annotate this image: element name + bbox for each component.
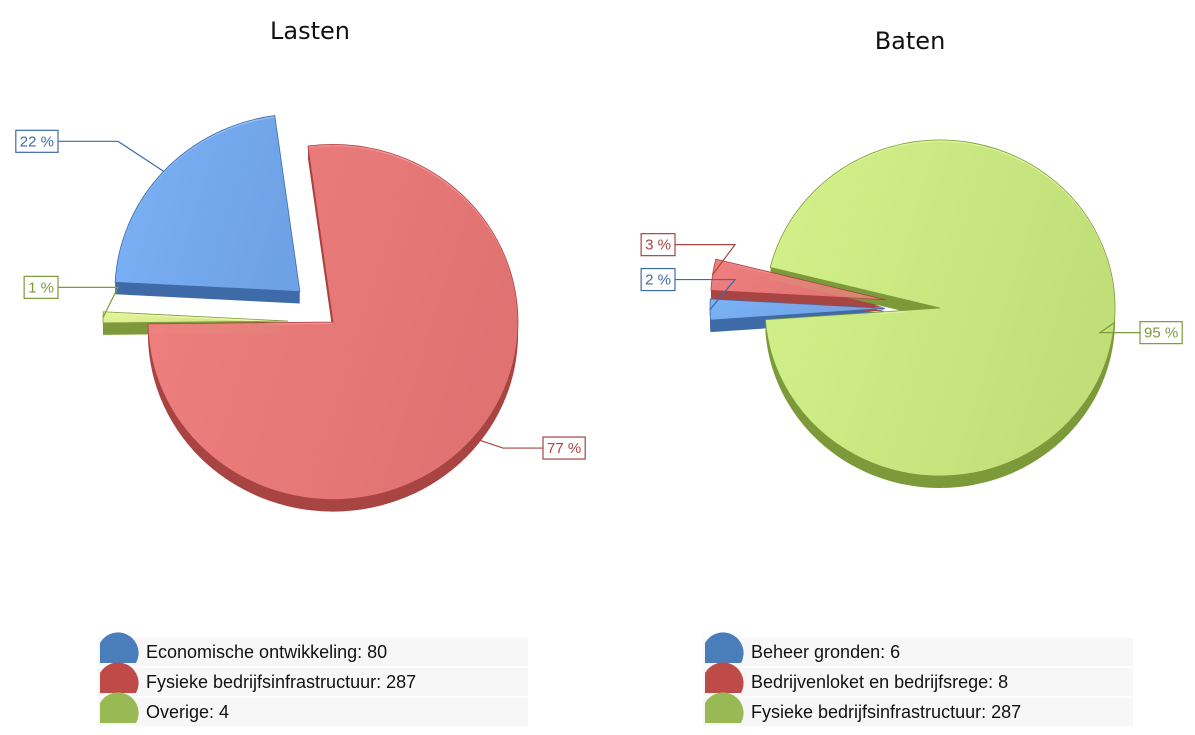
data-label: 95 % (1144, 325, 1178, 342)
chart-title: Baten (875, 27, 946, 55)
pie-slice (147, 144, 519, 500)
legend-swatch (100, 692, 139, 723)
legend-label: Fysieke bedrijfsinfrastructuur: 287 (751, 702, 1021, 722)
legend-bg (98, 698, 528, 726)
legend-label: Economische ontwikkeling: 80 (146, 642, 387, 662)
leader-line (1098, 322, 1140, 334)
data-label: 2 % (645, 272, 671, 289)
legend-swatch (705, 692, 744, 723)
data-label: 1 % (28, 279, 54, 296)
leader-line (675, 244, 737, 276)
pie (709, 139, 1116, 489)
legend-bg (98, 668, 528, 696)
legend-bg (703, 638, 1133, 666)
legend-swatch (705, 662, 744, 693)
legend-label: Overige: 4 (146, 702, 229, 722)
data-label: 77 % (547, 440, 581, 457)
legend-label: Beheer gronden: 6 (751, 642, 900, 662)
chart-title: Lasten (270, 17, 350, 45)
legend-bg (703, 668, 1133, 696)
legend-label: Bedrijvenloket en bedrijfsrege: 8 (751, 672, 1008, 692)
pie-slice (710, 258, 886, 301)
leader-line (472, 437, 543, 449)
data-label: 3 % (645, 237, 671, 254)
leader-line (675, 278, 737, 310)
legend-swatch (705, 632, 744, 663)
data-label: 22 % (20, 133, 54, 150)
legend-swatch (100, 632, 139, 663)
legend-label: Fysieke bedrijfsinfrastructuur: 287 (146, 672, 416, 692)
legend-swatch (100, 662, 139, 693)
leader-line (58, 286, 119, 318)
pie (102, 115, 519, 512)
pie-slice (114, 115, 301, 292)
pie-slice (102, 311, 289, 324)
legend-bg (98, 638, 528, 666)
leader-line (58, 140, 165, 172)
legend-bg (703, 698, 1133, 726)
